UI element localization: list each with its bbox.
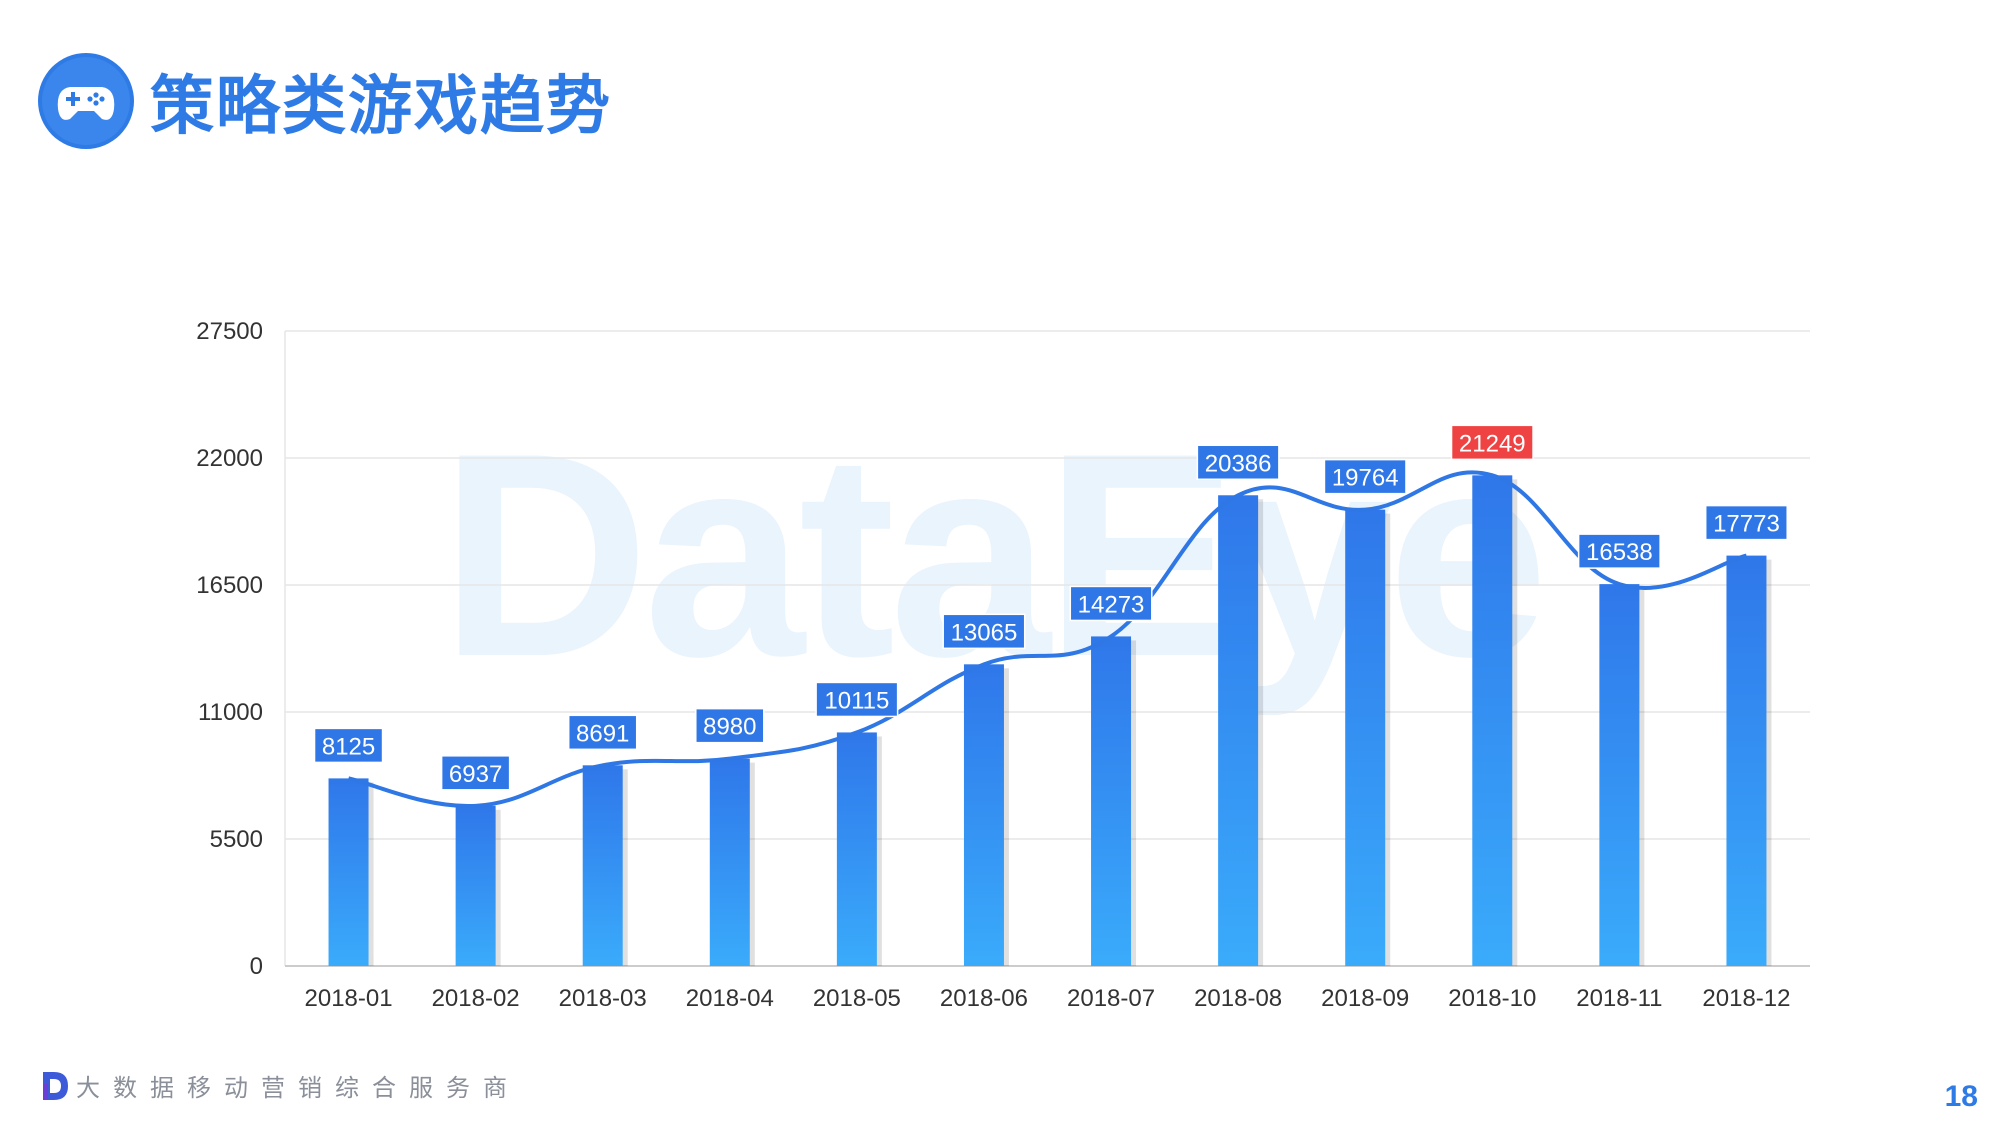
y-tick-label: 16500 [196, 572, 263, 599]
page-header: 策略类游戏趋势 [36, 46, 612, 156]
data-label-box [1196, 444, 1280, 481]
gamepad-icon [36, 51, 136, 151]
x-tick-label: 2018-08 [1194, 985, 1282, 1012]
bar [1345, 509, 1386, 966]
data-label-box [1577, 533, 1661, 569]
data-label-box [695, 707, 765, 744]
data-label: 19764 [1332, 465, 1399, 492]
bar [328, 778, 369, 966]
data-label-box [1704, 504, 1788, 541]
data-label: 8980 [703, 714, 756, 741]
x-tick-label: 2018-04 [686, 985, 774, 1012]
x-tick-label: 2018-01 [305, 985, 393, 1012]
data-label-box [313, 727, 384, 764]
bar [1599, 584, 1640, 966]
y-tick-label: 22000 [196, 445, 263, 472]
y-tick-label: 0 [250, 953, 263, 980]
data-label-box [1069, 585, 1153, 622]
data-label: 20386 [1205, 450, 1272, 477]
bar [1091, 636, 1132, 966]
bar [1472, 475, 1513, 966]
x-tick-label: 2018-09 [1321, 985, 1409, 1012]
footer-tagline: 大数据移动营销综合服务商 [76, 1075, 520, 1102]
bar [582, 765, 623, 966]
bar [1218, 495, 1259, 966]
x-tick-label: 2018-02 [432, 985, 520, 1012]
page-title: 策略类游戏趋势 [150, 70, 612, 142]
data-label-box [440, 755, 511, 791]
x-tick-label: 2018-03 [559, 985, 647, 1012]
page-number: 18 [1944, 1080, 1978, 1113]
x-tick-label: 2018-11 [1576, 985, 1662, 1012]
bar [963, 664, 1004, 966]
y-tick-label: 5500 [210, 826, 263, 853]
data-label: 17773 [1713, 511, 1780, 538]
x-tick-label: 2018-12 [1702, 985, 1790, 1012]
bar [836, 732, 877, 966]
data-label: 13065 [951, 619, 1018, 646]
data-label-box [1450, 424, 1534, 461]
data-label-box [567, 714, 638, 751]
y-tick-label: 11000 [198, 699, 263, 726]
x-tick-label: 2018-10 [1448, 985, 1536, 1012]
data-label: 10115 [824, 687, 889, 714]
data-label: 16538 [1586, 539, 1653, 566]
footer: 大数据移动营销综合服务商 [40, 1068, 520, 1103]
data-label: 8125 [322, 733, 375, 760]
series-line [348, 470, 1747, 808]
x-tick-label: 2018-05 [813, 985, 901, 1012]
dataeye-d-logo-icon [40, 1070, 70, 1102]
data-label: 14273 [1078, 591, 1145, 618]
y-tick-label: 27500 [196, 318, 263, 345]
data-label: 6937 [449, 761, 502, 788]
data-label: 8691 [576, 720, 629, 747]
x-tick-label: 2018-06 [940, 985, 1028, 1012]
bar [455, 805, 496, 966]
data-label: 21249 [1459, 430, 1526, 457]
data-label-box [1323, 458, 1407, 495]
x-tick-label: 2018-07 [1067, 985, 1155, 1012]
bar [709, 758, 750, 966]
data-label-box [815, 681, 899, 718]
data-label-box [942, 613, 1026, 650]
bar [1726, 555, 1767, 966]
